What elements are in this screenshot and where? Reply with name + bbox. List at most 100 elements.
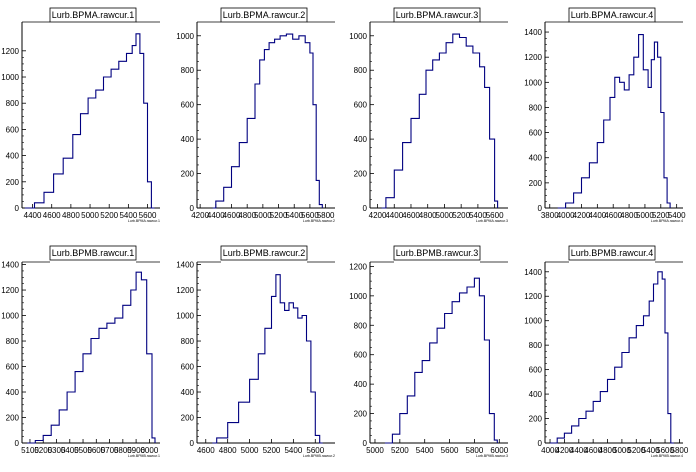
y-tick-label: 400 (354, 135, 368, 144)
x-tick-label: 5700 (101, 446, 119, 455)
panel-title: Lurb.BPMA.rawcur.3 (396, 10, 479, 20)
x-tick-label: 5300 (48, 446, 66, 455)
y-tick-label: 200 (181, 414, 195, 423)
y-tick-label: 0 (190, 439, 195, 448)
y-tick-label: 800 (181, 66, 195, 75)
x-tick-label: 4800 (599, 446, 617, 455)
x-tick-label: 4600 (402, 211, 420, 220)
x-tick-label: 5000 (81, 211, 99, 220)
x-tick-label: 5200 (100, 211, 118, 220)
x-tick-label: 5000 (613, 446, 631, 455)
histogram-series (384, 277, 498, 444)
y-tick-label: 1000 (349, 292, 367, 301)
y-tick-label: 0 (363, 204, 368, 213)
x-tick-label: 5600 (87, 446, 105, 455)
y-tick-label: 600 (181, 101, 195, 110)
x-tick-label: 4400 (588, 211, 606, 220)
x-tick-label: 4000 (541, 446, 559, 455)
x-tick-label: 5400 (642, 446, 660, 455)
x-tick-label: 4800 (419, 211, 437, 220)
y-tick-label: 1400 (176, 261, 194, 270)
y-tick-label: 600 (6, 363, 20, 372)
x-tick-label: 4800 (62, 211, 80, 220)
y-tick-label: 600 (181, 363, 195, 372)
x-tick-label: 5200 (391, 446, 409, 455)
x-tick-label: 5800 (317, 211, 335, 220)
y-tick-label: 1000 (524, 78, 542, 87)
y-tick-label: 1200 (176, 286, 194, 295)
y-tick-label: 200 (6, 414, 20, 423)
x-tick-label: 4400 (385, 211, 403, 220)
x-tick-label: 5400 (61, 446, 79, 455)
y-tick-label: 400 (6, 152, 20, 161)
x-tick-label: 4600 (43, 211, 61, 220)
y-tick-label: 0 (363, 439, 368, 448)
y-tick-label: 400 (529, 390, 543, 399)
x-tick-label: 4000 (557, 211, 575, 220)
histogram-series (557, 34, 671, 209)
x-tick-label: 5200 (34, 446, 52, 455)
y-tick-label: 400 (181, 135, 195, 144)
x-tick-label: 4600 (197, 446, 215, 455)
y-tick-label: 600 (529, 366, 543, 375)
y-tick-label: 800 (6, 99, 20, 108)
y-tick-label: 0 (538, 439, 543, 448)
panel-title-box (220, 245, 308, 261)
panel-title: Lurb.BPMA.rawcur.2 (223, 10, 306, 20)
y-tick-label: 1000 (349, 32, 367, 41)
y-tick-label: 600 (354, 101, 368, 110)
y-tick-label: 400 (181, 388, 195, 397)
x-tick-label: 5900 (127, 446, 145, 455)
histogram-series (24, 33, 155, 209)
y-tick-label: 1000 (176, 32, 194, 41)
x-tick-label: 5000 (436, 211, 454, 220)
x-tick-label: 5400 (668, 211, 686, 220)
y-tick-label: 400 (6, 388, 20, 397)
x-tick-label: 5600 (656, 446, 674, 455)
y-tick-label: 0 (190, 204, 195, 213)
y-tick-label: 600 (529, 129, 543, 138)
panel-title: Lurb.BPMA.rawcur.4 (571, 10, 654, 20)
x-tick-label: 5600 (301, 211, 319, 220)
y-tick-label: 200 (529, 415, 543, 424)
x-tick-label: 5600 (441, 446, 459, 455)
x-tick-label: 5400 (469, 211, 487, 220)
y-tick-label: 800 (354, 321, 368, 330)
y-tick-label: 800 (529, 341, 543, 350)
x-tick-label: 5200 (270, 211, 288, 220)
histogram-series (212, 33, 323, 209)
panel-title: Lurb.BPMB.rawcur.4 (571, 248, 654, 258)
panel-title-box (220, 7, 308, 23)
x-tick-label: 4800 (620, 211, 638, 220)
panel-title: Lurb.BPMB.rawcur.3 (396, 248, 479, 258)
x-tick-label: 5200 (627, 446, 645, 455)
x-tick-label: 4800 (219, 446, 237, 455)
x-tick-label: 6000 (140, 446, 158, 455)
y-tick-label: 400 (529, 154, 543, 163)
x-tick-label: 4200 (369, 211, 387, 220)
y-tick-label: 1400 (1, 261, 19, 270)
x-tick-label: 5400 (284, 446, 302, 455)
y-tick-label: 1000 (1, 73, 19, 82)
y-tick-label: 1200 (1, 286, 19, 295)
x-tick-label: 4400 (24, 211, 42, 220)
y-tick-label: 600 (6, 125, 20, 134)
x-axis-title: Lurb.BPMB.rawcur.4 (651, 454, 683, 458)
y-tick-label: 800 (6, 337, 20, 346)
x-tick-label: 4200 (556, 446, 574, 455)
y-tick-label: 1200 (524, 53, 542, 62)
x-axis-title: Lurb.BPMB.rawcur.1 (128, 454, 160, 458)
histogram-series (550, 271, 674, 444)
x-tick-label: 5800 (466, 446, 484, 455)
x-tick-label: 5400 (416, 446, 434, 455)
y-tick-label: 0 (15, 204, 20, 213)
x-tick-label: 5000 (366, 446, 384, 455)
x-tick-label: 6000 (490, 446, 508, 455)
panel-title-box (393, 245, 481, 261)
x-tick-label: 4600 (604, 211, 622, 220)
x-axis-title: Lurb.BPMA.rawcur.2 (303, 219, 335, 223)
x-axis-title: Lurb.BPMA.rawcur.4 (651, 219, 683, 223)
x-tick-label: 5600 (486, 211, 504, 220)
x-axis-title: Lurb.BPMA.rawcur.1 (128, 219, 160, 223)
y-tick-label: 0 (538, 204, 543, 213)
